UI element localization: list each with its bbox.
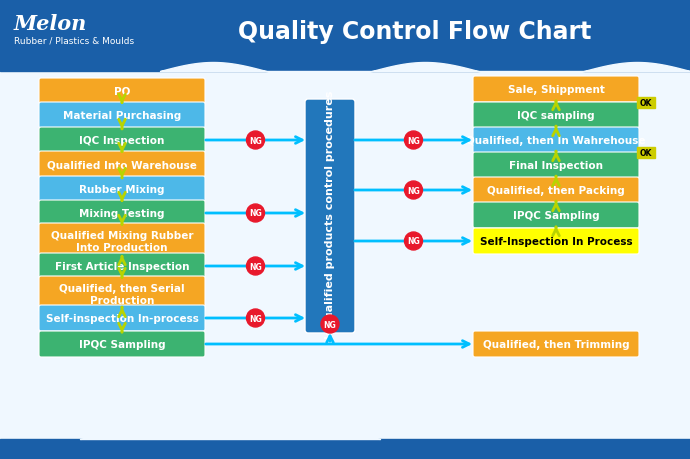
- FancyBboxPatch shape: [473, 153, 639, 179]
- FancyBboxPatch shape: [473, 128, 639, 154]
- FancyBboxPatch shape: [473, 103, 639, 129]
- Circle shape: [404, 182, 422, 200]
- Text: Sale, Shippment: Sale, Shippment: [508, 85, 604, 95]
- FancyBboxPatch shape: [39, 201, 205, 226]
- Text: Qualified, then Serial
Production: Qualified, then Serial Production: [59, 284, 185, 305]
- Text: IPQC Sampling: IPQC Sampling: [79, 339, 166, 349]
- FancyBboxPatch shape: [39, 253, 205, 280]
- Text: NG: NG: [249, 262, 262, 271]
- Text: NG: NG: [249, 314, 262, 323]
- Text: PO: PO: [114, 87, 130, 97]
- FancyBboxPatch shape: [39, 103, 205, 129]
- Text: Rubber Mixing: Rubber Mixing: [79, 185, 165, 195]
- Text: NG: NG: [249, 209, 262, 218]
- FancyBboxPatch shape: [39, 128, 205, 154]
- Text: Qualified, then Packing: Qualified, then Packing: [487, 185, 625, 196]
- FancyBboxPatch shape: [473, 202, 639, 229]
- Circle shape: [321, 315, 339, 333]
- Circle shape: [404, 233, 422, 251]
- Bar: [0, 439, 690, 459]
- Circle shape: [404, 132, 422, 150]
- FancyBboxPatch shape: [39, 79, 205, 105]
- Text: NG: NG: [407, 186, 420, 195]
- Text: NG: NG: [324, 320, 337, 329]
- Text: IQC Inspection: IQC Inspection: [79, 136, 165, 146]
- Text: Melon: Melon: [14, 14, 87, 34]
- Text: Material Purchasing: Material Purchasing: [63, 111, 181, 121]
- Circle shape: [246, 257, 264, 275]
- Circle shape: [246, 205, 264, 223]
- Text: Self-inspection In-process: Self-inspection In-process: [46, 313, 199, 323]
- Text: Mixing Testing: Mixing Testing: [79, 208, 165, 218]
- Text: Qualified Into Warehouse: Qualified Into Warehouse: [47, 160, 197, 170]
- Text: IPQC Sampling: IPQC Sampling: [513, 211, 600, 220]
- FancyBboxPatch shape: [39, 177, 205, 202]
- Text: Rubber / Plastics & Moulds: Rubber / Plastics & Moulds: [14, 36, 134, 45]
- Circle shape: [246, 309, 264, 327]
- Text: Quality Control Flow Chart: Quality Control Flow Chart: [238, 20, 592, 44]
- FancyBboxPatch shape: [39, 331, 205, 357]
- Text: OK: OK: [640, 98, 652, 107]
- Text: NG: NG: [407, 136, 420, 145]
- FancyBboxPatch shape: [305, 100, 355, 333]
- Text: NG: NG: [249, 136, 262, 145]
- Text: Qualified Mixing Rubber
Into Production: Qualified Mixing Rubber Into Production: [51, 231, 193, 252]
- FancyBboxPatch shape: [473, 77, 639, 103]
- Bar: [0, 0, 690, 72]
- FancyBboxPatch shape: [39, 276, 205, 312]
- Text: Qualified, then In Wahrehouse: Qualified, then In Wahrehouse: [466, 136, 646, 146]
- Text: First Article Inspection: First Article Inspection: [55, 262, 189, 271]
- Text: Self-Inspection In Process: Self-Inspection In Process: [480, 236, 632, 246]
- Text: Qualified, then Trimming: Qualified, then Trimming: [483, 339, 629, 349]
- Circle shape: [246, 132, 264, 150]
- FancyBboxPatch shape: [39, 151, 205, 178]
- Bar: [637, 148, 655, 159]
- Bar: [637, 97, 655, 108]
- FancyBboxPatch shape: [39, 224, 205, 259]
- FancyBboxPatch shape: [473, 229, 639, 254]
- FancyBboxPatch shape: [39, 305, 205, 331]
- FancyBboxPatch shape: [473, 331, 639, 357]
- Text: NG: NG: [407, 237, 420, 246]
- Text: Final Inspection: Final Inspection: [509, 161, 603, 171]
- Text: OK: OK: [640, 149, 652, 157]
- FancyBboxPatch shape: [473, 178, 639, 203]
- Text: IQC sampling: IQC sampling: [518, 111, 595, 121]
- Text: Unqualified products control procedures: Unqualified products control procedures: [325, 90, 335, 343]
